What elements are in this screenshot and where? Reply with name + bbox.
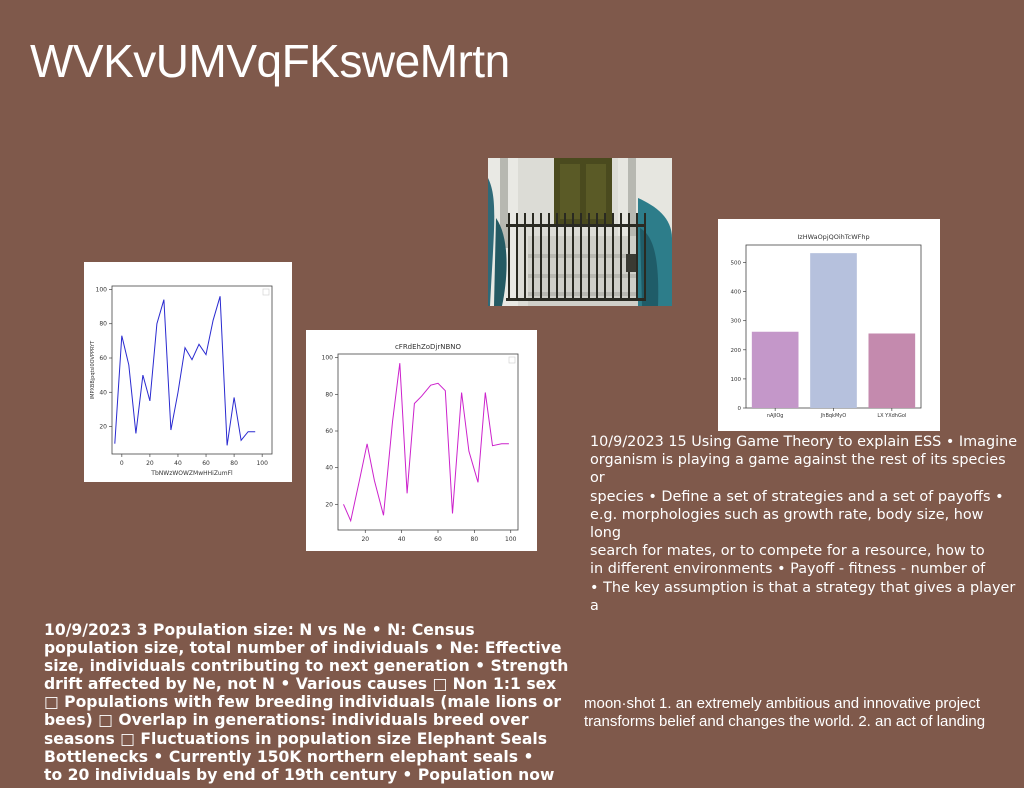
text-line: size, individuals contributing to next g… — [44, 657, 569, 676]
text-line: species • Define a set of strategies and… — [590, 488, 1004, 505]
text-line: organism is playing a game against the r… — [590, 452, 1006, 487]
x-tick-label: 80 — [471, 536, 479, 543]
text-block-population-size: 10/9/2023 3 Population size: N vs Ne • N… — [44, 621, 576, 784]
text-line: • The key assumption is that a strategy … — [590, 579, 1016, 614]
legend-box — [508, 356, 516, 364]
bar — [868, 333, 916, 408]
doorway-photo-illustration — [488, 158, 672, 306]
doorway-photo — [488, 158, 672, 306]
text-line: in different environments • Payoff - fit… — [590, 561, 986, 578]
x-tick-label: 40 — [398, 536, 406, 543]
text-line: Bottlenecks • Currently 150K northern el… — [44, 747, 534, 766]
chart-title: IzHWaOpjQOihTcWFhp — [797, 233, 869, 241]
x-tick-label: 20 — [361, 536, 369, 543]
line-chart-magenta-card: 20 40 60 80 100 20 40 60 80 100 cFRdEhZoDjrNBNO — [306, 330, 537, 551]
legend-box — [262, 288, 270, 296]
text-line: bees) □ Overlap in generations: individu… — [44, 711, 529, 730]
x-tick-label: nAJIOg — [767, 413, 784, 419]
x-tick-label: LX YXdhGol — [877, 413, 906, 419]
text-block-moonshot: moon·shot 1. an extremely ambitious and … — [584, 695, 1020, 731]
text-line: □ Populations with few breeding individu… — [44, 693, 562, 712]
y-tick-label: 400 — [731, 290, 742, 296]
y-tick-label: 300 — [731, 319, 742, 325]
line-chart-magenta: 20 40 60 80 100 20 40 60 80 100 cFRdEhZoDjrNBNO — [322, 343, 519, 543]
y-tick-label: 20 — [325, 501, 333, 508]
y-tick-label: 500 — [731, 260, 742, 266]
bar — [810, 253, 857, 408]
text-line: seasons □ Fluctuations in population siz… — [44, 729, 548, 748]
text-block-game-theory: 10/9/2023 15 Using Game Theory to explai… — [590, 433, 1018, 615]
x-tick-label: 20 — [146, 460, 154, 467]
text-line: search for mates, or to compete for a re… — [590, 543, 985, 560]
bar-chart-card: 0 100 200 300 400 500 nAJIOg JhBqkMyO LX YXdhGol… — [718, 219, 940, 431]
y-tick-label: 0 — [738, 406, 742, 412]
bar-chart: 0 100 200 300 400 500 nAJIOg JhBqkMyO LX YXdhGol… — [731, 233, 922, 419]
y-tick-label: 100 — [96, 286, 108, 293]
text-line: 10/9/2023 15 Using Game Theory to explai… — [590, 434, 1018, 450]
plot-frame — [111, 285, 273, 455]
x-tick-label: 0 — [120, 460, 124, 467]
line-chart-blue-card: 0 20 40 60 80 100 20 40 60 80 100 TbNWzWOWZMwHHiZum… — [84, 262, 292, 482]
plot-frame — [337, 353, 519, 531]
y-tick-label: 100 — [731, 377, 742, 383]
x-tick-label: 100 — [505, 536, 517, 543]
y-tick-label: 100 — [322, 355, 334, 362]
y-tick-label: 40 — [99, 389, 107, 396]
y-tick-label: 60 — [99, 355, 107, 362]
x-tick-label: 40 — [174, 460, 182, 467]
text-line: e.g. morphologies such as growth rate, b… — [590, 506, 984, 542]
chart-title: cFRdEhZoDjrNBNO — [395, 343, 462, 351]
bar — [751, 331, 799, 408]
text-line: 10/9/2023 3 Population size: N vs Ne • N… — [44, 621, 475, 639]
y-tick-label: 60 — [325, 428, 333, 435]
text-line: drift affected by Ne, not N • Various ca… — [44, 675, 557, 694]
text-line: moon·shot 1. an extremely ambitious and … — [584, 695, 981, 712]
text-line: population size, total number of individ… — [44, 639, 562, 658]
y-tick-label: 80 — [325, 391, 333, 398]
y-tick-label: 40 — [325, 465, 333, 472]
x-tick-label: JhBqkMyO — [820, 413, 846, 419]
y-tick-label: 20 — [99, 424, 107, 431]
y-tick-label: 200 — [731, 348, 742, 354]
line-chart-blue: 0 20 40 60 80 100 20 40 60 80 100 TbNWzWOWZMwHHiZum… — [90, 285, 273, 477]
x-tick-label: 60 — [434, 536, 442, 543]
series-line — [343, 363, 509, 523]
slide-title: WVKvUMVqFKsweMrtn — [30, 35, 510, 87]
series-line — [114, 296, 256, 446]
y-axis-label: lMPXBBjpqtsl0OVPPRYT — [90, 340, 96, 399]
x-tick-label: 80 — [230, 460, 238, 467]
x-tick-label: 100 — [256, 460, 268, 467]
x-tick-label: 60 — [202, 460, 210, 467]
y-tick-label: 80 — [99, 321, 107, 328]
text-line: to 20 individuals by end of 19th century… — [44, 765, 555, 784]
x-axis-label: TbNWzWOWZMwHHiZumFl — [150, 470, 233, 477]
text-line: transforms belief and changes the world.… — [584, 713, 986, 730]
